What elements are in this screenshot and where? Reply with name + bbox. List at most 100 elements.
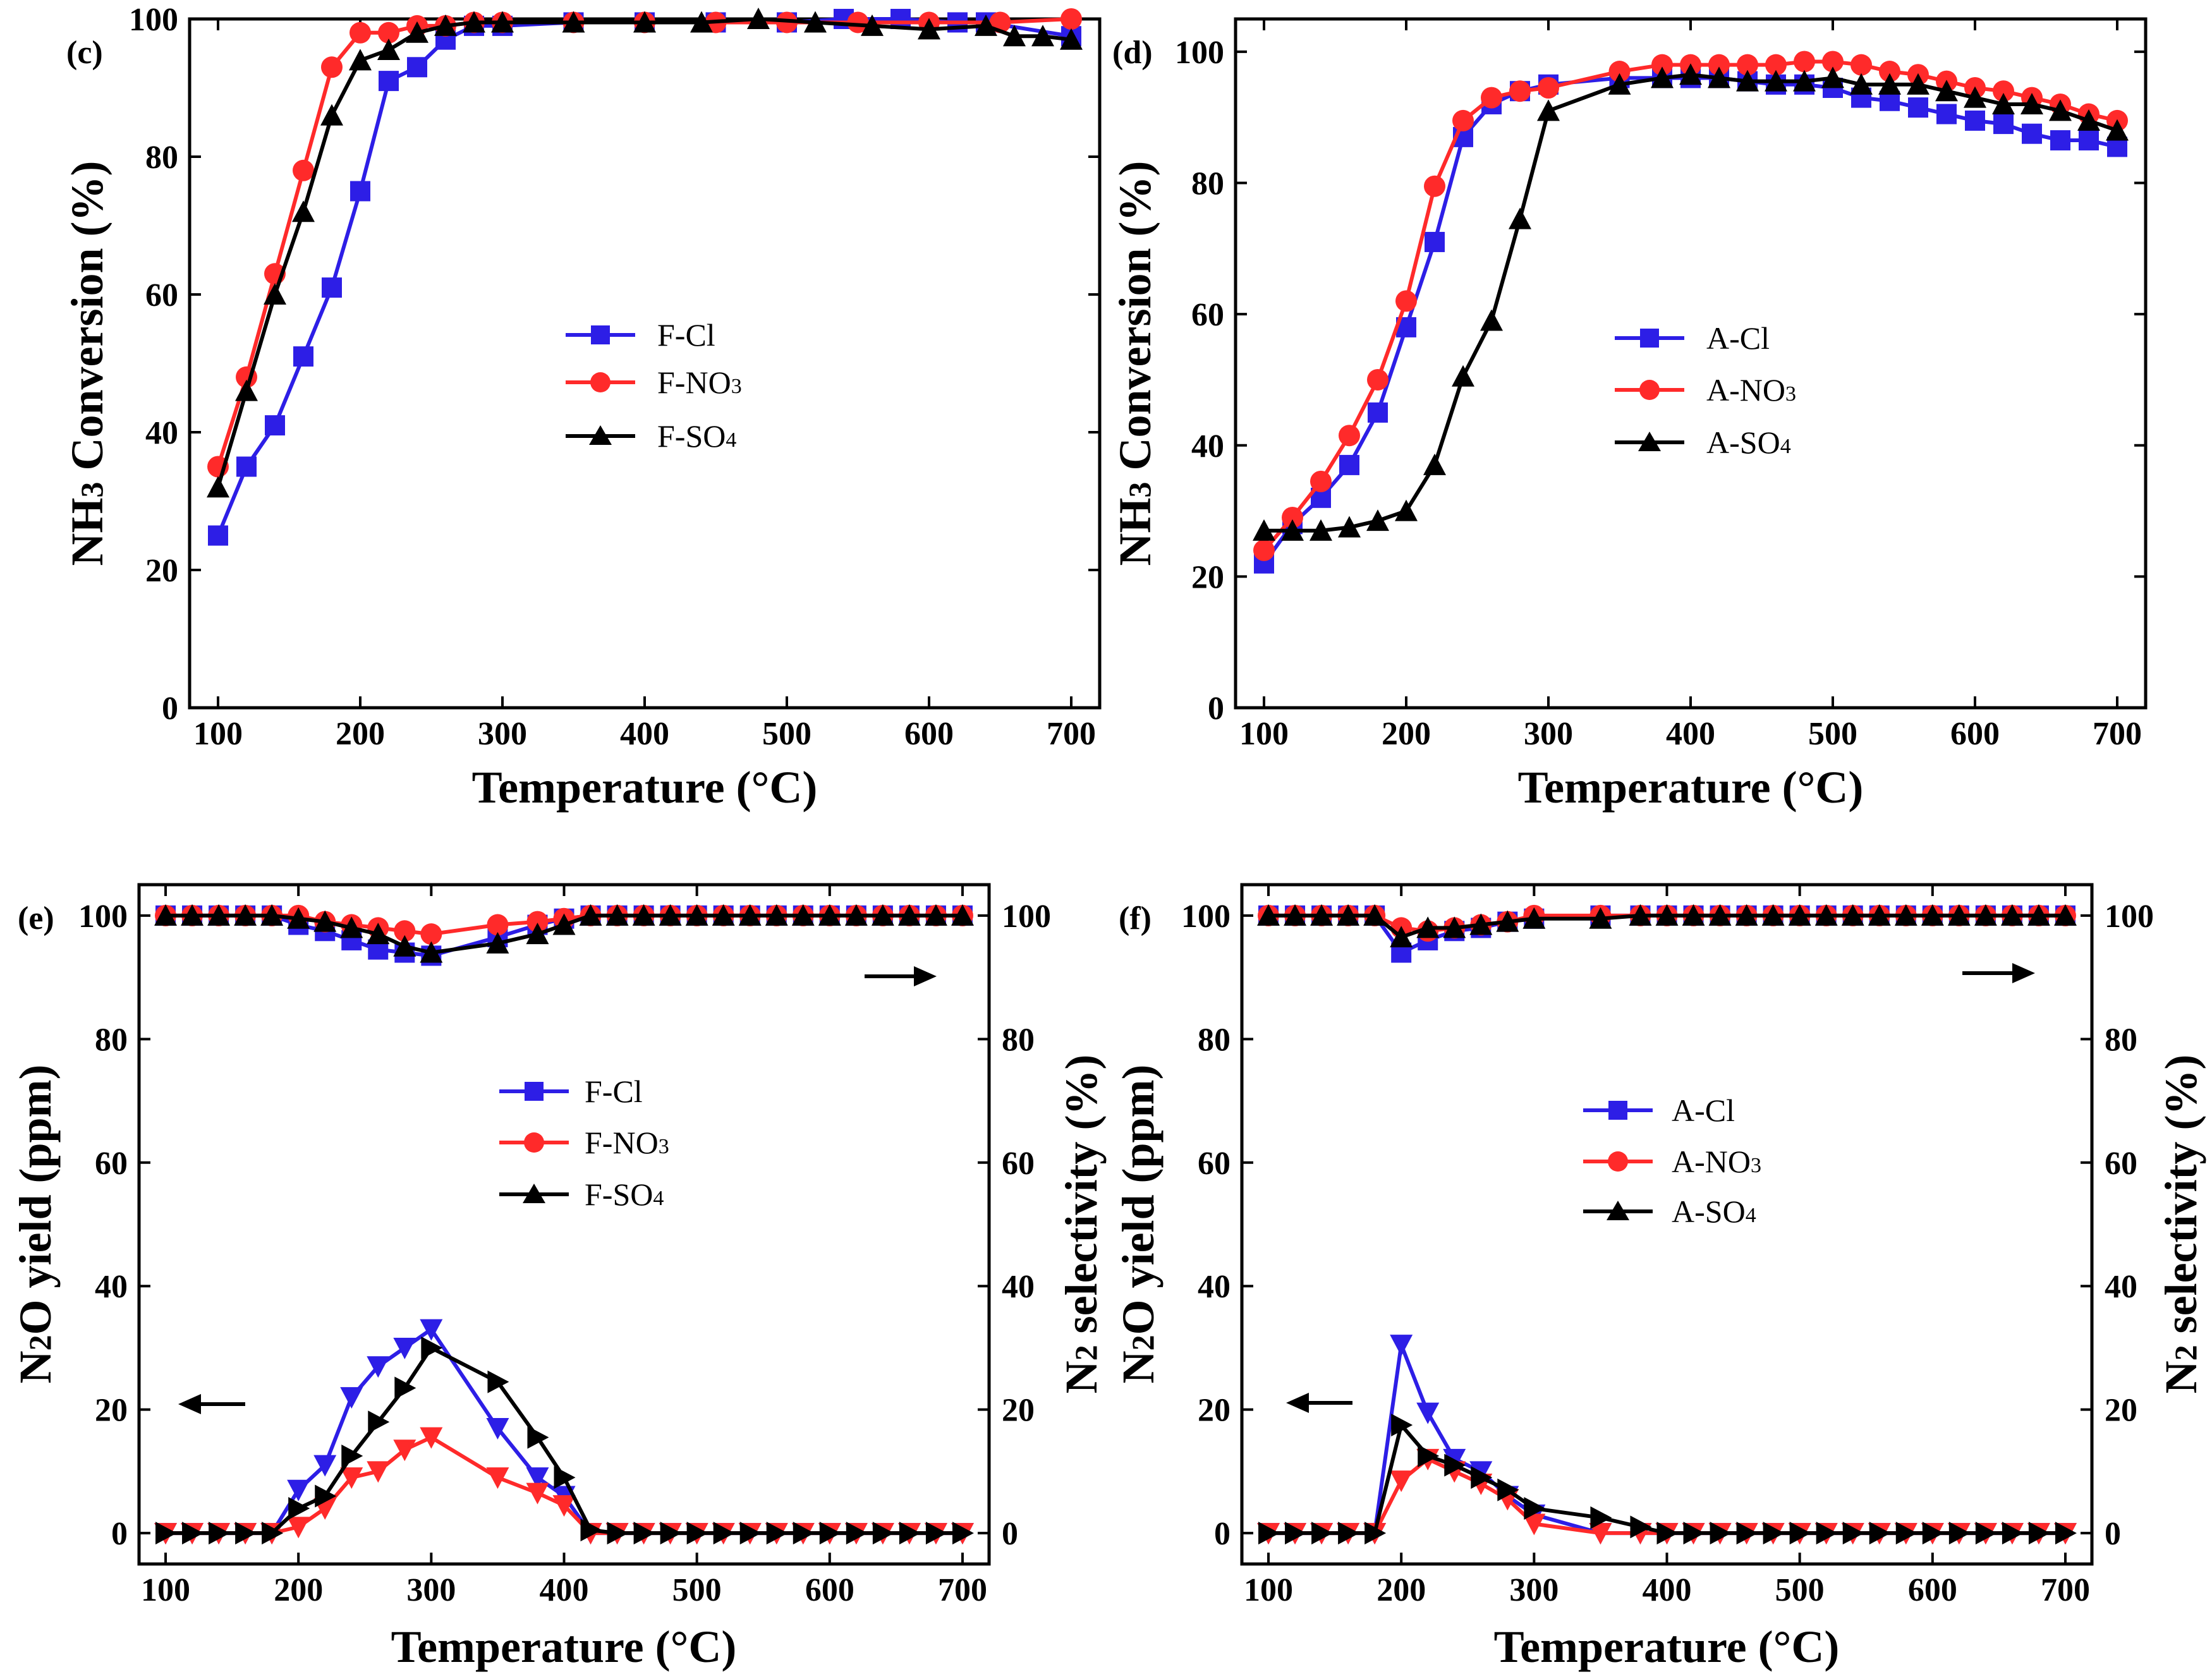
data-point	[1443, 916, 1466, 938]
data-point	[1975, 1522, 1997, 1545]
data-point	[367, 1356, 390, 1378]
panel-d-chart: 100 200 300 400 500 600 700 0 20 40 60 80 100 (d) Te…	[1110, 17, 2148, 813]
data-point	[1894, 904, 1917, 926]
legend-marker	[523, 1184, 545, 1203]
x-tick-label: 300	[478, 716, 527, 752]
legend-label-sub: 4	[1746, 1204, 1756, 1227]
data-point	[1538, 77, 1559, 99]
y2-axis-title-sub: 2	[1068, 1345, 1103, 1361]
legend-label-main: F-SO	[585, 1177, 653, 1212]
data-point	[844, 904, 868, 926]
y-tick-label: 0	[162, 691, 178, 727]
data-point	[1285, 1522, 1307, 1545]
data-point	[818, 904, 841, 926]
data-point	[1364, 1522, 1387, 1545]
data-point	[925, 1522, 947, 1545]
data-point	[660, 1522, 682, 1545]
legend-marker	[1607, 1201, 1629, 1220]
data-point	[288, 1497, 310, 1520]
data-point	[1788, 904, 1811, 926]
x-tick-label: 400	[1666, 716, 1715, 752]
data-point	[1524, 1497, 1546, 1520]
data-point	[562, 11, 585, 33]
legend-label: F-SO4	[657, 418, 736, 454]
data-point	[1480, 309, 1503, 331]
data-point	[712, 904, 735, 926]
data-point	[899, 1522, 921, 1545]
x-tick-label: 300	[1524, 716, 1573, 752]
data-point	[486, 1418, 509, 1440]
data-point	[552, 1495, 576, 1517]
data-point	[420, 1319, 443, 1341]
data-point	[368, 1410, 390, 1434]
legend: A-Cl A-NO3 A-SO4	[1615, 320, 1796, 460]
legend-label-sub: 3	[731, 375, 742, 398]
data-point	[320, 104, 343, 126]
y2-tick-label: 80	[1002, 1022, 1035, 1058]
legend: A-Cl A-NO3 A-SO4	[1583, 1093, 1761, 1229]
x-tick-label: 100	[141, 1572, 190, 1608]
data-point	[1793, 70, 1816, 92]
y-tick-label: 20	[145, 553, 178, 589]
series-line	[1262, 59, 2118, 552]
data-point	[1868, 904, 1891, 926]
data-point	[463, 11, 485, 33]
data-point	[1630, 1515, 1652, 1539]
data-point	[235, 1522, 257, 1545]
y-axis-title-rest: O yield (ppm)	[1113, 1064, 1164, 1335]
data-point	[1282, 506, 1303, 528]
series-line	[1264, 73, 2118, 533]
legend-marker	[525, 1082, 544, 1101]
data-point	[847, 11, 869, 33]
data-point	[1651, 66, 1674, 88]
data-point	[1850, 73, 1873, 95]
data-point	[527, 1426, 549, 1449]
y-axis-title-main: NH	[1110, 497, 1160, 566]
legend-label-main: A-NO	[1706, 372, 1785, 408]
data-point	[861, 14, 884, 36]
data-point	[407, 57, 427, 78]
data-point	[1258, 1522, 1280, 1545]
data-point	[393, 1440, 416, 1462]
series-line	[216, 17, 1072, 536]
axis-ticks: 100 200 300 400 500 600 700 0 0 20 20 40 40 60 60 80 80 1…	[78, 885, 1051, 1608]
x-tick-label: 600	[805, 1572, 854, 1608]
legend-label: F-Cl	[657, 317, 715, 353]
data-point	[1822, 51, 1844, 73]
data-point	[1651, 54, 1673, 76]
legend-marker	[1639, 380, 1660, 400]
y2-tick-label: 60	[1002, 1146, 1035, 1182]
x-tick-label: 100	[1244, 1572, 1293, 1608]
legend-label-main: A-NO	[1672, 1144, 1751, 1179]
data-point	[293, 346, 313, 367]
series-line	[216, 17, 1072, 488]
legend-marker	[524, 1132, 544, 1153]
data-point	[2021, 92, 2043, 114]
data-point	[871, 904, 894, 926]
data-point	[234, 904, 257, 926]
data-point	[633, 11, 656, 33]
data-point	[1935, 80, 1958, 102]
y-axis-title-sub: 2	[1125, 1335, 1160, 1351]
data-point	[1471, 1466, 1493, 1489]
x-axis-title: Temperature (°C)	[1494, 1621, 1840, 1672]
y2-tick-label: 40	[2105, 1269, 2137, 1305]
data-point	[1821, 66, 1844, 88]
data-point	[685, 904, 708, 926]
y-tick-label: 100	[1181, 899, 1231, 935]
data-point	[2027, 904, 2050, 926]
x-tick-label: 700	[1047, 716, 1096, 752]
data-point	[766, 1522, 788, 1545]
data-point	[154, 904, 178, 926]
series-line	[1268, 1457, 2065, 1536]
legend: F-Cl F-NO3 F-SO4	[566, 317, 742, 454]
data-point	[1031, 25, 1054, 47]
data-point	[1338, 516, 1361, 538]
series-f-no3	[207, 8, 1082, 478]
data-point	[526, 923, 549, 945]
x-tick-label: 200	[274, 1572, 323, 1608]
plot-frame	[137, 883, 991, 1566]
data-point	[846, 1522, 868, 1545]
y-tick-label: 80	[1191, 166, 1224, 202]
